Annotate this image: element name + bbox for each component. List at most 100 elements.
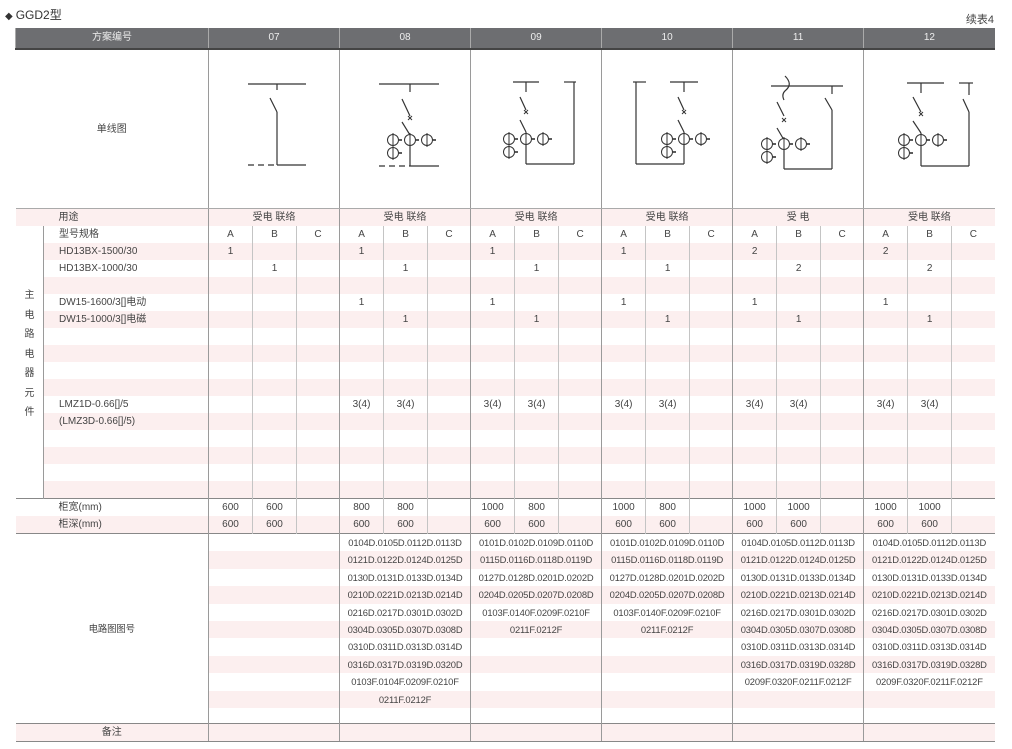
component-qty xyxy=(689,396,733,413)
diagram-cell-11 xyxy=(732,49,864,209)
component-qty xyxy=(295,277,340,294)
component-qty: 1 xyxy=(863,294,908,311)
component-qty xyxy=(295,481,340,499)
depth-value: 600 xyxy=(514,516,559,534)
component-qty xyxy=(514,464,559,481)
component-qty xyxy=(645,328,690,345)
depth-value: 600 xyxy=(907,516,952,534)
component-qty xyxy=(951,464,995,481)
component-qty xyxy=(907,447,952,464)
circuit-code xyxy=(732,708,864,724)
component-qty xyxy=(514,243,559,260)
depth-value: 600 xyxy=(252,516,297,534)
component-row xyxy=(15,481,995,499)
circuit-code: 0204D.0205D.0207D.0208D xyxy=(601,586,733,604)
component-row xyxy=(15,379,995,396)
component-qty xyxy=(601,277,646,294)
component-qty xyxy=(820,328,864,345)
component-qty xyxy=(514,362,559,379)
conductor-line xyxy=(269,97,278,113)
component-qty xyxy=(601,362,646,379)
component-qty xyxy=(252,328,297,345)
current-transformer-icon xyxy=(761,137,811,164)
component-qty xyxy=(732,430,777,447)
component-qty: 2 xyxy=(863,243,908,260)
single-line-diagram-08 xyxy=(379,83,440,167)
component-qty: 1 xyxy=(383,260,428,277)
component-qty xyxy=(951,260,995,277)
component-qty xyxy=(907,481,952,499)
component-qty xyxy=(689,413,733,430)
component-qty xyxy=(252,294,297,311)
component-qty xyxy=(295,379,340,396)
conductor-line xyxy=(519,119,527,133)
arc-hook-icon xyxy=(782,75,790,101)
component-qty xyxy=(689,328,733,345)
remarks-cell xyxy=(863,723,995,743)
circuit-code xyxy=(339,708,471,724)
component-qty xyxy=(252,362,297,379)
component-qty xyxy=(470,464,515,481)
circuit-code: 0211F.0212F xyxy=(601,621,733,639)
circuit-code xyxy=(207,533,340,552)
component-qty xyxy=(383,413,428,430)
depth-value xyxy=(951,516,995,534)
circuit-code xyxy=(207,708,340,724)
component-qty xyxy=(820,345,864,362)
page-title: ◆ GGD2型 xyxy=(5,6,62,23)
circuit-row: 0316D.0317D.0319D.0320D 0316D.0317D.0319D… xyxy=(15,655,995,674)
component-qty xyxy=(776,464,821,481)
component-qty xyxy=(820,294,864,311)
width-value: 1000 xyxy=(776,498,821,516)
diagram-cell-07 xyxy=(207,49,340,209)
depth-row: 柜深(mm) 600 600 600 600 600 600 600 600 600 600 600 6… xyxy=(15,516,995,534)
component-qty xyxy=(645,481,690,499)
subcol-header: A xyxy=(601,226,646,243)
component-qty xyxy=(383,294,428,311)
subcol-header: C xyxy=(689,226,733,243)
circuit-code: 0310D.0311D.0313D.0314D xyxy=(863,638,995,656)
subcol-header: A xyxy=(339,226,384,243)
remarks-row: 备注 xyxy=(15,723,995,743)
component-qty xyxy=(820,464,864,481)
component-qty xyxy=(863,413,908,430)
component-qty xyxy=(820,260,864,277)
component-qty xyxy=(820,311,864,328)
component-qty xyxy=(732,413,777,430)
circuit-code: 0210D.0221D.0213D.0214D xyxy=(863,586,995,604)
component-qty xyxy=(951,481,995,499)
component-qty xyxy=(558,311,602,328)
circuit-code: 0121D.0122D.0124D.0125D xyxy=(863,551,995,569)
depth-value xyxy=(558,516,602,534)
component-qty xyxy=(295,260,340,277)
component-qty: 1 xyxy=(514,260,559,277)
component-qty xyxy=(951,379,995,396)
usage-value: 受电 联络 xyxy=(601,208,733,226)
usage-value: 受电 联络 xyxy=(863,208,995,226)
depth-value: 600 xyxy=(601,516,646,534)
component-qty xyxy=(732,277,777,294)
component-qty: 1 xyxy=(645,260,690,277)
component-qty xyxy=(601,311,646,328)
circuit-code: 0104D.0105D.0112D.0113D xyxy=(863,533,995,552)
circuit-code: 0316D.0317D.0319D.0328D xyxy=(732,655,864,674)
circuit-code: 0130D.0131D.0133D.0134D xyxy=(732,568,864,587)
component-qty xyxy=(514,277,559,294)
component-qty xyxy=(470,362,515,379)
component-qty xyxy=(907,294,952,311)
subcol-header: A xyxy=(863,226,908,243)
x-stroke xyxy=(407,115,413,121)
depth-label: 柜深(mm) xyxy=(58,519,102,530)
circuit-row: 0304D.0305D.0307D.0308D 0211F.0212F 0211F.… xyxy=(15,621,995,639)
component-qty: 3(4) xyxy=(863,396,908,413)
circuit-code: 0310D.0311D.0313D.0314D xyxy=(339,638,471,656)
component-qty xyxy=(295,430,340,447)
remarks-cell xyxy=(601,723,733,743)
single-line-diagram-11 xyxy=(761,75,844,170)
component-qty xyxy=(907,362,952,379)
component-row xyxy=(15,447,995,464)
component-qty xyxy=(295,294,340,311)
circuit-code xyxy=(863,708,995,724)
component-qty xyxy=(732,464,777,481)
component-qty xyxy=(427,311,471,328)
